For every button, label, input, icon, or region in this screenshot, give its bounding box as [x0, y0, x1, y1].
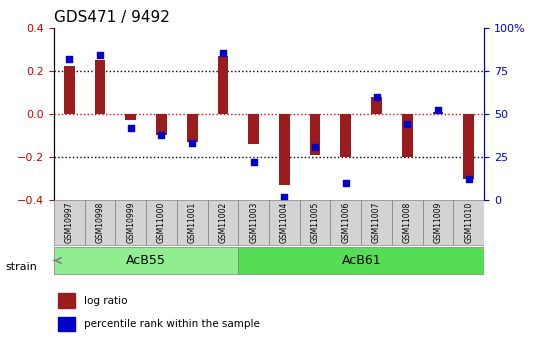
Bar: [64, 66, 75, 114]
Point: [65, 56, 74, 61]
FancyBboxPatch shape: [269, 200, 300, 245]
Point: [434, 108, 442, 113]
Text: AcB55: AcB55: [126, 254, 166, 267]
Text: AcB61: AcB61: [342, 254, 381, 267]
Point: [218, 51, 227, 56]
Text: percentile rank within the sample: percentile rank within the sample: [84, 319, 260, 329]
Point: [342, 180, 350, 186]
Text: GSM11007: GSM11007: [372, 202, 381, 243]
Bar: [95, 60, 105, 114]
FancyBboxPatch shape: [54, 246, 238, 275]
Bar: [279, 114, 290, 185]
Text: GSM11010: GSM11010: [464, 202, 473, 243]
Point: [188, 140, 196, 146]
FancyBboxPatch shape: [392, 200, 423, 245]
FancyBboxPatch shape: [423, 200, 454, 245]
Point: [157, 132, 166, 137]
Text: GSM10998: GSM10998: [95, 202, 104, 243]
FancyBboxPatch shape: [238, 246, 484, 275]
Point: [280, 194, 289, 199]
FancyBboxPatch shape: [208, 200, 238, 245]
Text: GSM11006: GSM11006: [341, 202, 350, 243]
FancyBboxPatch shape: [300, 200, 330, 245]
Bar: [402, 114, 413, 157]
Text: GDS471 / 9492: GDS471 / 9492: [54, 10, 169, 25]
Bar: [58, 293, 75, 308]
Text: GSM11001: GSM11001: [188, 202, 197, 243]
Bar: [341, 114, 351, 157]
Text: GSM10999: GSM10999: [126, 202, 135, 243]
Text: GSM11005: GSM11005: [310, 202, 320, 243]
FancyBboxPatch shape: [454, 200, 484, 245]
Text: GSM11003: GSM11003: [249, 202, 258, 243]
Text: GSM11009: GSM11009: [434, 202, 443, 243]
Point: [464, 177, 473, 182]
Bar: [217, 56, 228, 114]
Point: [96, 52, 104, 58]
FancyBboxPatch shape: [330, 200, 361, 245]
Bar: [310, 114, 321, 155]
Bar: [187, 114, 197, 142]
Text: GSM11008: GSM11008: [403, 202, 412, 243]
Bar: [463, 114, 474, 179]
Text: strain: strain: [5, 263, 37, 272]
FancyBboxPatch shape: [115, 200, 146, 245]
FancyBboxPatch shape: [84, 200, 115, 245]
Point: [126, 125, 135, 130]
Point: [403, 121, 412, 127]
Bar: [156, 114, 167, 136]
Bar: [371, 97, 382, 114]
FancyBboxPatch shape: [54, 200, 84, 245]
Text: GSM11004: GSM11004: [280, 202, 289, 243]
FancyBboxPatch shape: [177, 200, 208, 245]
Text: GSM11000: GSM11000: [157, 202, 166, 243]
Point: [311, 144, 320, 149]
Point: [249, 159, 258, 165]
Text: GSM11002: GSM11002: [218, 202, 228, 243]
FancyBboxPatch shape: [361, 200, 392, 245]
FancyBboxPatch shape: [146, 200, 177, 245]
Text: GSM10997: GSM10997: [65, 202, 74, 243]
Bar: [248, 114, 259, 144]
FancyBboxPatch shape: [238, 200, 269, 245]
Point: [372, 94, 381, 99]
Text: log ratio: log ratio: [84, 296, 128, 306]
Bar: [125, 114, 136, 120]
Bar: [58, 317, 75, 331]
Bar: [433, 112, 443, 114]
